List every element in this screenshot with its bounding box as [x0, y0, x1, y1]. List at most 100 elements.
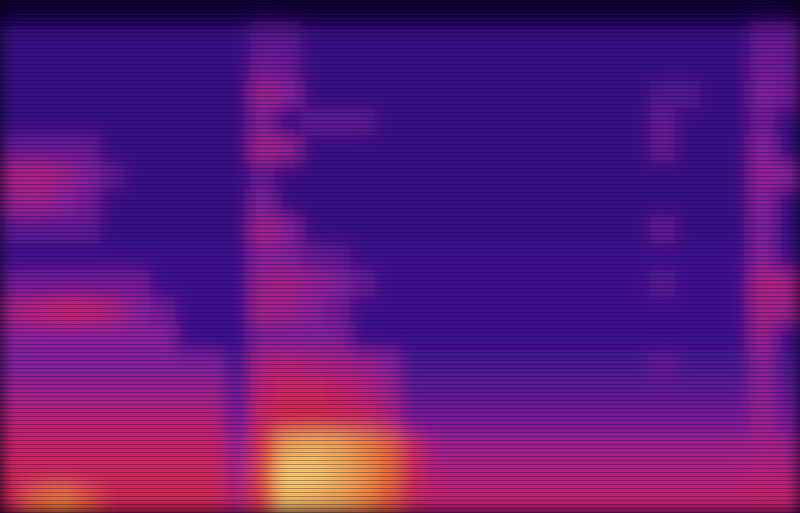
- cell: [250, 108, 276, 136]
- cell: [325, 486, 351, 513]
- cell: [600, 459, 626, 487]
- cell: [225, 405, 251, 433]
- cell: [225, 378, 251, 406]
- cell: [600, 486, 626, 513]
- cell: [625, 324, 651, 352]
- cell: [150, 378, 176, 406]
- cell: [450, 216, 476, 244]
- cell: [325, 81, 351, 109]
- cell: [400, 270, 426, 298]
- cell: [700, 378, 726, 406]
- cell: [200, 351, 226, 379]
- cell: [225, 270, 251, 298]
- cell: [250, 54, 276, 82]
- cell: [300, 243, 326, 271]
- cell: [50, 243, 76, 271]
- cell: [400, 486, 426, 513]
- cells: [0, 0, 800, 513]
- cell: [175, 108, 201, 136]
- cell: [625, 378, 651, 406]
- cell: [125, 324, 151, 352]
- cell: [700, 108, 726, 136]
- cell: [525, 0, 551, 28]
- cell: [500, 162, 526, 190]
- cell: [575, 324, 601, 352]
- cell: [775, 459, 800, 487]
- cell: [475, 162, 501, 190]
- cell: [175, 0, 201, 28]
- cell: [450, 459, 476, 487]
- cell: [100, 0, 126, 28]
- cell: [325, 324, 351, 352]
- cell: [0, 189, 26, 217]
- cell: [225, 459, 251, 487]
- cell: [125, 135, 151, 163]
- cell: [450, 189, 476, 217]
- cell: [425, 459, 451, 487]
- cell: [775, 432, 800, 460]
- cell: [750, 135, 776, 163]
- cell: [75, 0, 101, 28]
- cell: [125, 243, 151, 271]
- cell: [550, 432, 576, 460]
- cell: [750, 81, 776, 109]
- cell: [300, 432, 326, 460]
- cell: [25, 243, 51, 271]
- cell: [650, 54, 676, 82]
- cell: [175, 162, 201, 190]
- cell: [0, 324, 26, 352]
- cell: [350, 486, 376, 513]
- cell: [25, 324, 51, 352]
- cell: [475, 297, 501, 325]
- cell: [525, 108, 551, 136]
- cell: [25, 162, 51, 190]
- cell: [425, 54, 451, 82]
- cell: [100, 108, 126, 136]
- cell: [425, 405, 451, 433]
- cell: [725, 324, 751, 352]
- cell: [150, 486, 176, 513]
- cell: [125, 459, 151, 487]
- cell: [750, 54, 776, 82]
- cell: [525, 189, 551, 217]
- cell: [250, 162, 276, 190]
- cell: [675, 270, 701, 298]
- cell: [50, 432, 76, 460]
- cell: [700, 243, 726, 271]
- cell: [550, 351, 576, 379]
- cell: [575, 189, 601, 217]
- cell: [50, 297, 76, 325]
- cell: [500, 378, 526, 406]
- cell: [375, 243, 401, 271]
- cell: [725, 108, 751, 136]
- cell: [650, 351, 676, 379]
- cell: [500, 135, 526, 163]
- cell: [125, 297, 151, 325]
- cell: [750, 243, 776, 271]
- cell: [425, 0, 451, 28]
- cell: [175, 54, 201, 82]
- cell: [250, 432, 276, 460]
- cell: [350, 135, 376, 163]
- cell: [275, 378, 301, 406]
- cell: [775, 270, 800, 298]
- cell: [700, 486, 726, 513]
- cell: [50, 81, 76, 109]
- cell: [325, 270, 351, 298]
- cell: [200, 108, 226, 136]
- cell: [300, 297, 326, 325]
- cell: [450, 432, 476, 460]
- cell: [475, 54, 501, 82]
- cell: [125, 189, 151, 217]
- cell: [550, 189, 576, 217]
- cell: [250, 378, 276, 406]
- cell: [275, 81, 301, 109]
- cell: [100, 27, 126, 55]
- cell: [175, 135, 201, 163]
- cell: [100, 459, 126, 487]
- cell: [600, 297, 626, 325]
- cell: [375, 189, 401, 217]
- cell: [375, 54, 401, 82]
- cell: [100, 405, 126, 433]
- cell: [300, 351, 326, 379]
